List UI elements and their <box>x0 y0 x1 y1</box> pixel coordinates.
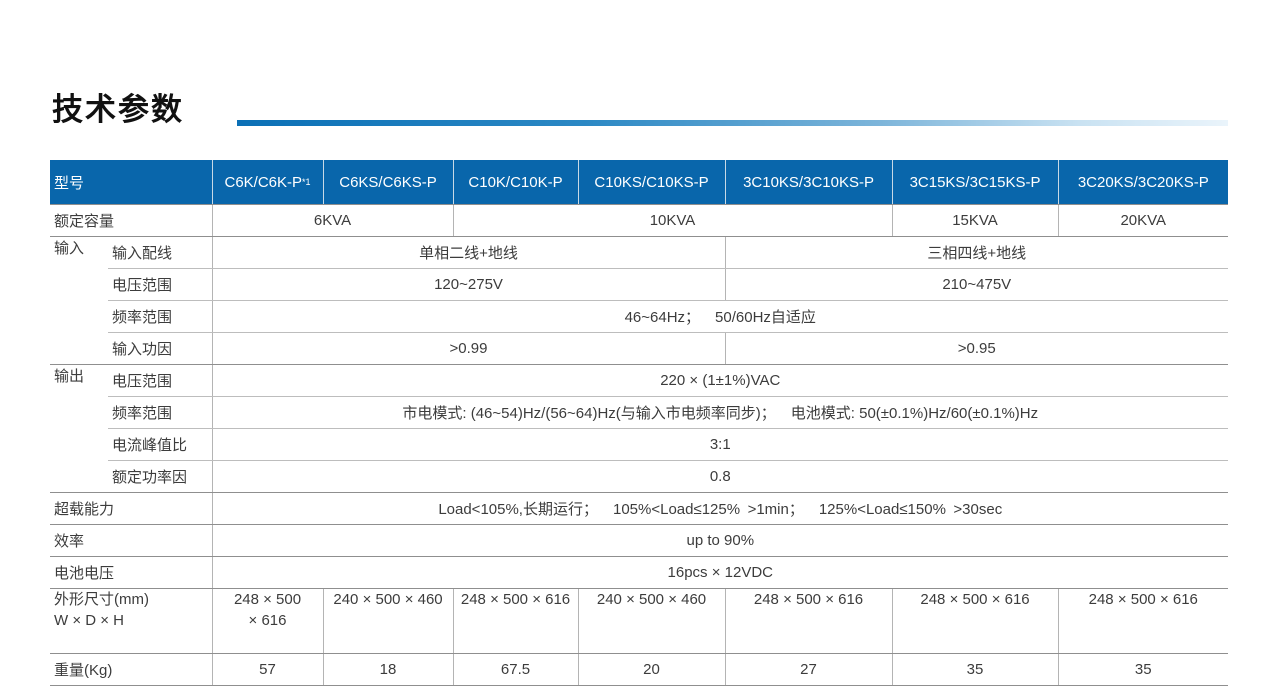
row-weight: 重量(Kg) 57 18 67.5 20 27 35 35 <box>50 653 1229 686</box>
spec-table: 型号 C6K/C6K-P*1 C6KS/C6KS-P C10K/C10K-P C… <box>50 160 1229 686</box>
model-name: C6K/C6K-P <box>224 173 303 191</box>
input-voltage-label: 电压范围 <box>108 268 213 301</box>
crest-ratio-label: 电流峰值比 <box>108 428 213 461</box>
row-overload-capability: 超载能力 Load<105%,长期运行； 105%<Load≤125% >1mi… <box>50 492 1229 525</box>
rated-pf-label: 额定功率因 <box>108 460 213 493</box>
output-voltage-label: 电压范围 <box>108 364 213 397</box>
page-title: 技术参数 <box>52 92 184 127</box>
dimensions-label-line1: 外形尺寸(mm) <box>54 591 149 608</box>
model-header-3c10ks: 3C10KS/3C10KS-P <box>724 160 893 205</box>
dimensions-c6ks: 240 × 500 × 460 <box>322 588 454 654</box>
capacity-20kva: 20KVA <box>1057 204 1229 237</box>
row-dimensions: 外形尺寸(mm) W × D × H 248 × 500 × 616 240 ×… <box>50 588 1229 654</box>
crest-ratio-value: 3:1 <box>211 428 1229 461</box>
output-group-label: 输出 <box>50 364 108 493</box>
row-rated-power-factor: 额定功率因 0.8 <box>50 460 1229 493</box>
title-underline-rule <box>237 120 1228 126</box>
capacity-6kva: 6KVA <box>211 204 454 237</box>
input-pf-single: >0.99 <box>211 332 726 365</box>
row-output-frequency-range: 频率范围 市电模式: (46~54)Hz/(56~64)Hz(与输入市电频率同步… <box>50 396 1229 429</box>
weight-3c15ks: 35 <box>891 653 1059 686</box>
row-efficiency: 效率 up to 90% <box>50 524 1229 557</box>
input-wiring-three-phase: 三相四线+地线 <box>724 236 1229 269</box>
footnote-marker: *1 <box>302 176 311 187</box>
input-pf-label: 输入功因 <box>108 332 213 365</box>
row-input-voltage-range: 电压范围 120~275V 210~475V <box>50 268 1229 301</box>
input-pf-three: >0.95 <box>724 332 1229 365</box>
model-name: C10KS/C10KS-P <box>594 173 709 191</box>
row-input-frequency-range: 频率范围 46~64Hz； 50/60Hz自适应 <box>50 300 1229 333</box>
input-frequency-label: 频率范围 <box>108 300 213 333</box>
dimensions-c6k: 248 × 500 × 616 <box>211 588 324 654</box>
rated-pf-value: 0.8 <box>211 460 1229 493</box>
efficiency-value: up to 90% <box>211 524 1229 557</box>
weight-3c10ks: 27 <box>724 653 893 686</box>
dimensions-c10k: 248 × 500 × 616 <box>452 588 579 654</box>
input-voltage-single: 120~275V <box>211 268 726 301</box>
dimensions-3c10ks: 248 × 500 × 616 <box>724 588 893 654</box>
capacity-15kva: 15KVA <box>891 204 1059 237</box>
model-name: C6KS/C6KS-P <box>339 173 437 191</box>
overload-label: 超载能力 <box>50 492 213 525</box>
dimensions-label: 外形尺寸(mm) W × D × H <box>50 588 213 654</box>
rated-capacity-label: 额定容量 <box>50 204 213 237</box>
row-input-power-factor: 输入功因 >0.99 >0.95 <box>50 332 1229 365</box>
input-voltage-three: 210~475V <box>724 268 1229 301</box>
battery-voltage-value: 16pcs × 12VDC <box>211 556 1229 589</box>
weight-c10ks: 20 <box>577 653 726 686</box>
row-output-voltage-range: 输出 电压范围 220 × (1±1%)VAC <box>50 364 1229 493</box>
model-column-label: 型号 <box>50 160 213 205</box>
input-wiring-label: 输入配线 <box>108 236 213 269</box>
efficiency-label: 效率 <box>50 524 213 557</box>
row-battery-voltage: 电池电压 16pcs × 12VDC <box>50 556 1229 589</box>
weight-3c20ks: 35 <box>1057 653 1229 686</box>
weight-c6ks: 18 <box>322 653 454 686</box>
dimensions-3c15ks: 248 × 500 × 616 <box>891 588 1059 654</box>
weight-c6k: 57 <box>211 653 324 686</box>
input-wiring-single-phase: 单相二线+地线 <box>211 236 726 269</box>
model-name: 3C15KS/3C15KS-P <box>909 173 1041 191</box>
output-frequency-label: 频率范围 <box>108 396 213 429</box>
dimensions-c10ks: 240 × 500 × 460 <box>577 588 726 654</box>
model-header-c10k: C10K/C10K-P <box>452 160 579 205</box>
battery-voltage-label: 电池电压 <box>50 556 213 589</box>
model-name: C10K/C10K-P <box>468 173 563 191</box>
weight-c10k: 67.5 <box>452 653 579 686</box>
output-voltage-value: 220 × (1±1%)VAC <box>211 364 1229 397</box>
row-input-wiring: 输入 输入配线 单相二线+地线 三相四线+地线 <box>50 236 1229 365</box>
capacity-10kva: 10KVA <box>452 204 893 237</box>
model-header-c6ks: C6KS/C6KS-P <box>322 160 454 205</box>
model-name: 3C20KS/3C20KS-P <box>1077 173 1209 191</box>
row-rated-capacity: 额定容量 6KVA 10KVA 15KVA 20KVA <box>50 204 1229 237</box>
model-header-c6k: C6K/C6K-P*1 <box>211 160 324 205</box>
model-header-3c20ks: 3C20KS/3C20KS-P <box>1057 160 1229 205</box>
output-frequency-value: 市电模式: (46~54)Hz/(56~64)Hz(与输入市电频率同步)； 电池… <box>211 396 1229 429</box>
dimensions-label-line2: W × D × H <box>54 612 125 629</box>
model-name: 3C10KS/3C10KS-P <box>743 173 874 191</box>
row-current-crest-ratio: 电流峰值比 3:1 <box>50 428 1229 461</box>
model-header-3c15ks: 3C15KS/3C15KS-P <box>891 160 1059 205</box>
input-group-label: 输入 <box>50 236 108 365</box>
weight-label: 重量(Kg) <box>50 653 213 686</box>
table-header-row: 型号 C6K/C6K-P*1 C6KS/C6KS-P C10K/C10K-P C… <box>50 160 1229 205</box>
dimensions-3c20ks: 248 × 500 × 616 <box>1057 588 1229 654</box>
overload-value: Load<105%,长期运行； 105%<Load≤125% >1min； 12… <box>211 492 1229 525</box>
input-frequency-value: 46~64Hz； 50/60Hz自适应 <box>211 300 1229 333</box>
model-header-c10ks: C10KS/C10KS-P <box>577 160 726 205</box>
